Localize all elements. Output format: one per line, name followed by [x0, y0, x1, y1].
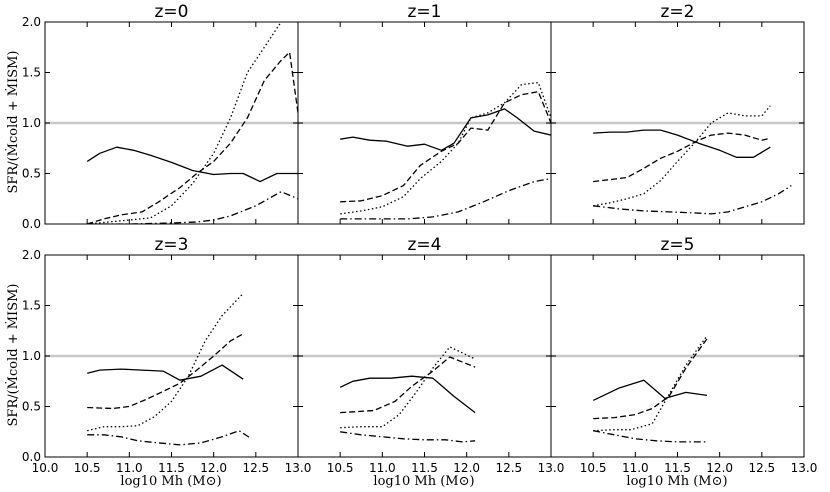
series-line-dashdot: [593, 430, 707, 443]
panel-title: z=1: [408, 2, 442, 22]
x-tick-label: 10.0: [32, 461, 59, 475]
series-line-dashed: [87, 51, 298, 224]
panel-z=4: 10.5 11.0 11.5 12.0 12.5 13.0 z=4: [297, 235, 565, 475]
y-axis-label-top: SFR/(Ṁcold + ṀISM): [4, 51, 21, 194]
x-tick-label: 12.5: [242, 461, 269, 475]
y-tick-label: 0.0: [22, 217, 41, 231]
x-tick-label: 13.0: [538, 461, 565, 475]
y-tick-label: 1.0: [22, 349, 41, 363]
x-tick-label: 12.5: [495, 461, 522, 475]
x-tick-label: 11.0: [369, 461, 396, 475]
panel-title: z=3: [155, 235, 189, 255]
series-line-dashed: [87, 333, 244, 410]
series-line-dotted: [340, 81, 551, 215]
series-line-solid: [86, 146, 298, 183]
panel-z=0: 0.0 0.5 1.0 1.5 2.0 z=0: [22, 2, 299, 231]
series-line-solid: [339, 375, 476, 414]
y-tick-label: 2.0: [22, 248, 41, 262]
panel-title: z=5: [661, 235, 695, 255]
panel-title: z=2: [661, 2, 695, 22]
x-tick-label: 10.5: [74, 461, 101, 475]
x-tick-label: 12.0: [706, 461, 733, 475]
series-line-solid: [87, 364, 244, 381]
y-tick-label: 0.0: [22, 450, 41, 464]
y-tick-label: 1.0: [22, 116, 41, 130]
series-line-dashed: [340, 356, 476, 414]
x-tick-label: 11.5: [664, 461, 691, 475]
series-line-dashdot: [340, 431, 476, 443]
x-tick-label: 11.5: [158, 461, 185, 475]
series-line-dashdot: [340, 177, 551, 220]
y-axis-label-bottom: SFR/(Ṁcold + ṀISM): [4, 284, 21, 427]
panel-z=3: 0.0 0.5 1.0 1.5 2.0 10.0 10.5 11.0 11.5 12.0 12.5 1…: [22, 235, 311, 475]
series-line-dashdot: [87, 191, 298, 224]
y-tick-label: 2.0: [22, 15, 41, 29]
x-tick-label: 13.0: [791, 461, 818, 475]
x-axis-label-right: log10 Mh (M⊙): [626, 474, 727, 489]
x-tick-label: 12.0: [200, 461, 227, 475]
series-line-dashed: [593, 132, 771, 183]
series-line-solid: [592, 379, 708, 401]
series-line-dashed: [340, 91, 551, 203]
series-line-dotted: [340, 346, 476, 429]
x-tick-label: 10.5: [327, 461, 354, 475]
series-line-dotted: [87, 292, 244, 432]
series-line-dashdot: [593, 185, 792, 215]
x-axis-label-left: log10 Mh (M⊙): [120, 474, 221, 489]
series-line-dashdot: [87, 430, 252, 446]
x-tick-label: 11.0: [116, 461, 143, 475]
panel-z=5: 10.5 11.0 11.5 12.0 12.5 13.0 z=5: [550, 235, 818, 475]
x-tick-label: 13.0: [285, 461, 312, 475]
panel-title: z=4: [408, 235, 442, 255]
series-line-solid: [593, 129, 771, 158]
x-axis-label-middle: log10 Mh (M⊙): [373, 474, 474, 489]
series-line-dotted: [593, 335, 708, 432]
series-line-dotted: [593, 105, 771, 207]
y-tick-label: 1.5: [22, 299, 41, 313]
panel-z=1: z=1: [297, 2, 552, 225]
y-tick-label: 0.5: [22, 400, 41, 414]
x-tick-label: 12.5: [748, 461, 775, 475]
y-tick-label: 0.5: [22, 167, 41, 181]
x-tick-label: 12.0: [453, 461, 480, 475]
x-tick-label: 10.5: [580, 461, 607, 475]
y-tick-label: 1.5: [22, 66, 41, 80]
series-line-dotted: [87, 22, 282, 224]
panel-grid: 0.0 0.5 1.0 1.5 2.0 z=0 z=1 z=2 0.0 0.5 1.0 1.5 2.0 1…: [22, 2, 817, 475]
series-line-solid: [340, 108, 551, 151]
panel-z=2: z=2: [550, 2, 805, 225]
panel-title: z=0: [155, 2, 189, 22]
x-tick-label: 11.5: [411, 461, 438, 475]
x-tick-label: 11.0: [622, 461, 649, 475]
series-line-dashed: [593, 338, 708, 420]
